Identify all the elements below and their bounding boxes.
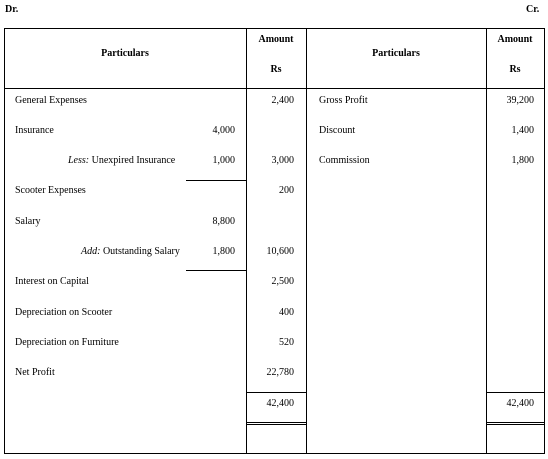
debit-general-expenses-amount: 2,400: [271, 95, 295, 106]
debit-general-expenses-label: General Expenses: [15, 95, 87, 106]
debit-insurance-sub: 4,000: [212, 125, 236, 136]
debit-dep-furniture-label: Depreciation on Furniture: [15, 337, 119, 348]
debit-total: 42,400: [266, 398, 295, 409]
debit-dep-scooter-label: Depreciation on Scooter: [15, 307, 113, 318]
debit-less-unexpired-amount: 3,000: [271, 155, 295, 166]
credit-gross-profit-amount: 39,200: [506, 95, 535, 106]
debit-add-outstanding-sub: 1,800: [212, 246, 236, 257]
add-text: Outstanding Salary: [100, 246, 180, 257]
debit-scooter-expenses-label: Scooter Expenses: [15, 185, 86, 196]
header-amount-right: Amount: [497, 34, 533, 45]
debit-salary-sub: 8,800: [212, 216, 236, 227]
debit-add-outstanding-amount: 10,600: [266, 246, 295, 257]
debit-dep-furniture-amount: 520: [279, 337, 294, 348]
credit-discount-amount: 1,400: [511, 125, 535, 136]
header-particulars-left: Particulars: [101, 48, 149, 59]
dr-label: Dr.: [5, 4, 19, 15]
debit-less-unexpired-label: Less: Unexpired Insurance: [68, 155, 175, 166]
debit-net-profit-amount: 22,780: [266, 367, 295, 378]
debit-interest-amount: 2,500: [271, 276, 295, 287]
debit-scooter-expenses-amount: 200: [279, 185, 294, 196]
header-rs-right: Rs: [509, 64, 521, 75]
debit-insurance-label: Insurance: [15, 125, 54, 136]
header-amount-left: Amount: [258, 34, 294, 45]
debit-net-profit-label: Net Profit: [15, 367, 55, 378]
add-prefix: Add:: [81, 246, 101, 257]
credit-commission-amount: 1,800: [511, 155, 535, 166]
less-prefix: Less:: [68, 155, 90, 166]
debit-add-outstanding-label: Add: Outstanding Salary: [81, 246, 180, 257]
cr-label: Cr.: [526, 4, 540, 15]
credit-total: 42,400: [506, 398, 535, 409]
header-particulars-right: Particulars: [372, 48, 420, 59]
debit-dep-scooter-amount: 400: [279, 307, 294, 318]
header-rs-left: Rs: [270, 64, 282, 75]
credit-discount-label: Discount: [319, 125, 356, 136]
debit-less-unexpired-sub: 1,000: [212, 155, 236, 166]
debit-salary-label: Salary: [15, 216, 41, 227]
debit-interest-label: Interest on Capital: [15, 276, 89, 287]
credit-gross-profit-label: Gross Profit: [319, 95, 368, 106]
credit-commission-label: Commission: [319, 155, 370, 166]
less-text: Unexpired Insurance: [89, 155, 176, 166]
